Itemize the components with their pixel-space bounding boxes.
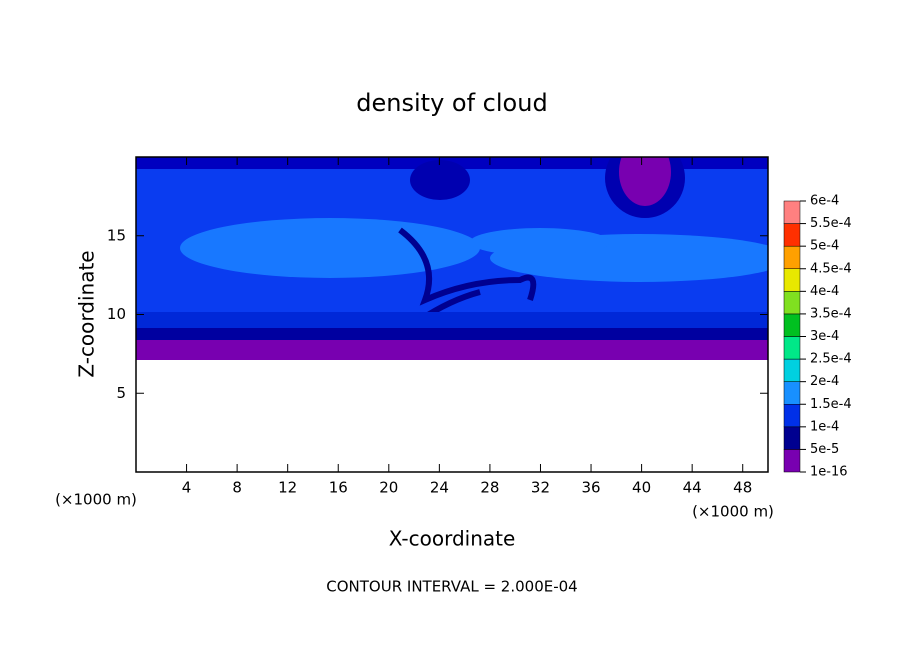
colorbar-band — [783, 336, 801, 360]
colorbar-label: 6e-4 — [810, 194, 839, 209]
x-axis-label: X-coordinate — [389, 527, 516, 551]
x-tick-label: 36 — [581, 479, 600, 497]
y-axis-label: Z-coordinate — [75, 250, 99, 377]
colorbar-label: 5e-4 — [810, 239, 839, 254]
colorbar-label: 4e-4 — [810, 284, 839, 299]
x-tick-label: 40 — [632, 479, 651, 497]
colorbar-band — [783, 313, 801, 337]
colorbar-label: 3.5e-4 — [810, 306, 852, 321]
x-tick-label: 28 — [480, 479, 499, 497]
colorbar-label: 1e-4 — [810, 419, 839, 434]
x-unit: (×1000 m) — [692, 503, 774, 521]
colorbar-band — [783, 291, 801, 315]
x-tick-label: 8 — [232, 479, 242, 497]
x-tick-label: 16 — [329, 479, 348, 497]
x-tick-label: 20 — [379, 479, 398, 497]
colorbar-band — [783, 245, 801, 270]
colorbar-band — [783, 426, 801, 450]
y-tick-label: 5 — [116, 384, 126, 402]
x-tick-label: 44 — [683, 479, 702, 497]
y-tick-label: 15 — [107, 226, 126, 244]
colorbar-label: 2e-4 — [810, 374, 839, 389]
colorbar-band — [783, 268, 801, 292]
colorbar-label: 1.5e-4 — [810, 397, 852, 412]
colorbar-band — [783, 200, 801, 224]
chart-title: density of cloud — [356, 89, 547, 117]
colorbar-band — [783, 449, 801, 473]
x-tick-label: 48 — [733, 479, 752, 497]
contour-field — [136, 157, 768, 360]
colorbar-band — [783, 223, 801, 247]
colorbar-band — [783, 381, 801, 405]
colorbar-band — [783, 404, 801, 428]
colorbar-band — [783, 358, 801, 382]
x-tick-label: 32 — [531, 479, 550, 497]
colorbar-label: 4.5e-4 — [810, 261, 852, 276]
colorbar-label: 5e-5 — [810, 442, 839, 457]
x-tick-label: 4 — [182, 479, 192, 497]
x-tick-label: 12 — [278, 479, 297, 497]
colorbar-label: 3e-4 — [810, 329, 839, 344]
colorbar-label: 1e-16 — [810, 465, 848, 480]
colorbar-label: 5.5e-4 — [810, 216, 852, 231]
colorbar-label: 2.5e-4 — [810, 352, 852, 367]
footer: CONTOUR INTERVAL = 2.000E-04 — [326, 578, 577, 596]
x-tick-label: 24 — [430, 479, 449, 497]
y-tick-label: 10 — [107, 305, 126, 323]
y-unit: (×1000 m) — [55, 491, 137, 509]
